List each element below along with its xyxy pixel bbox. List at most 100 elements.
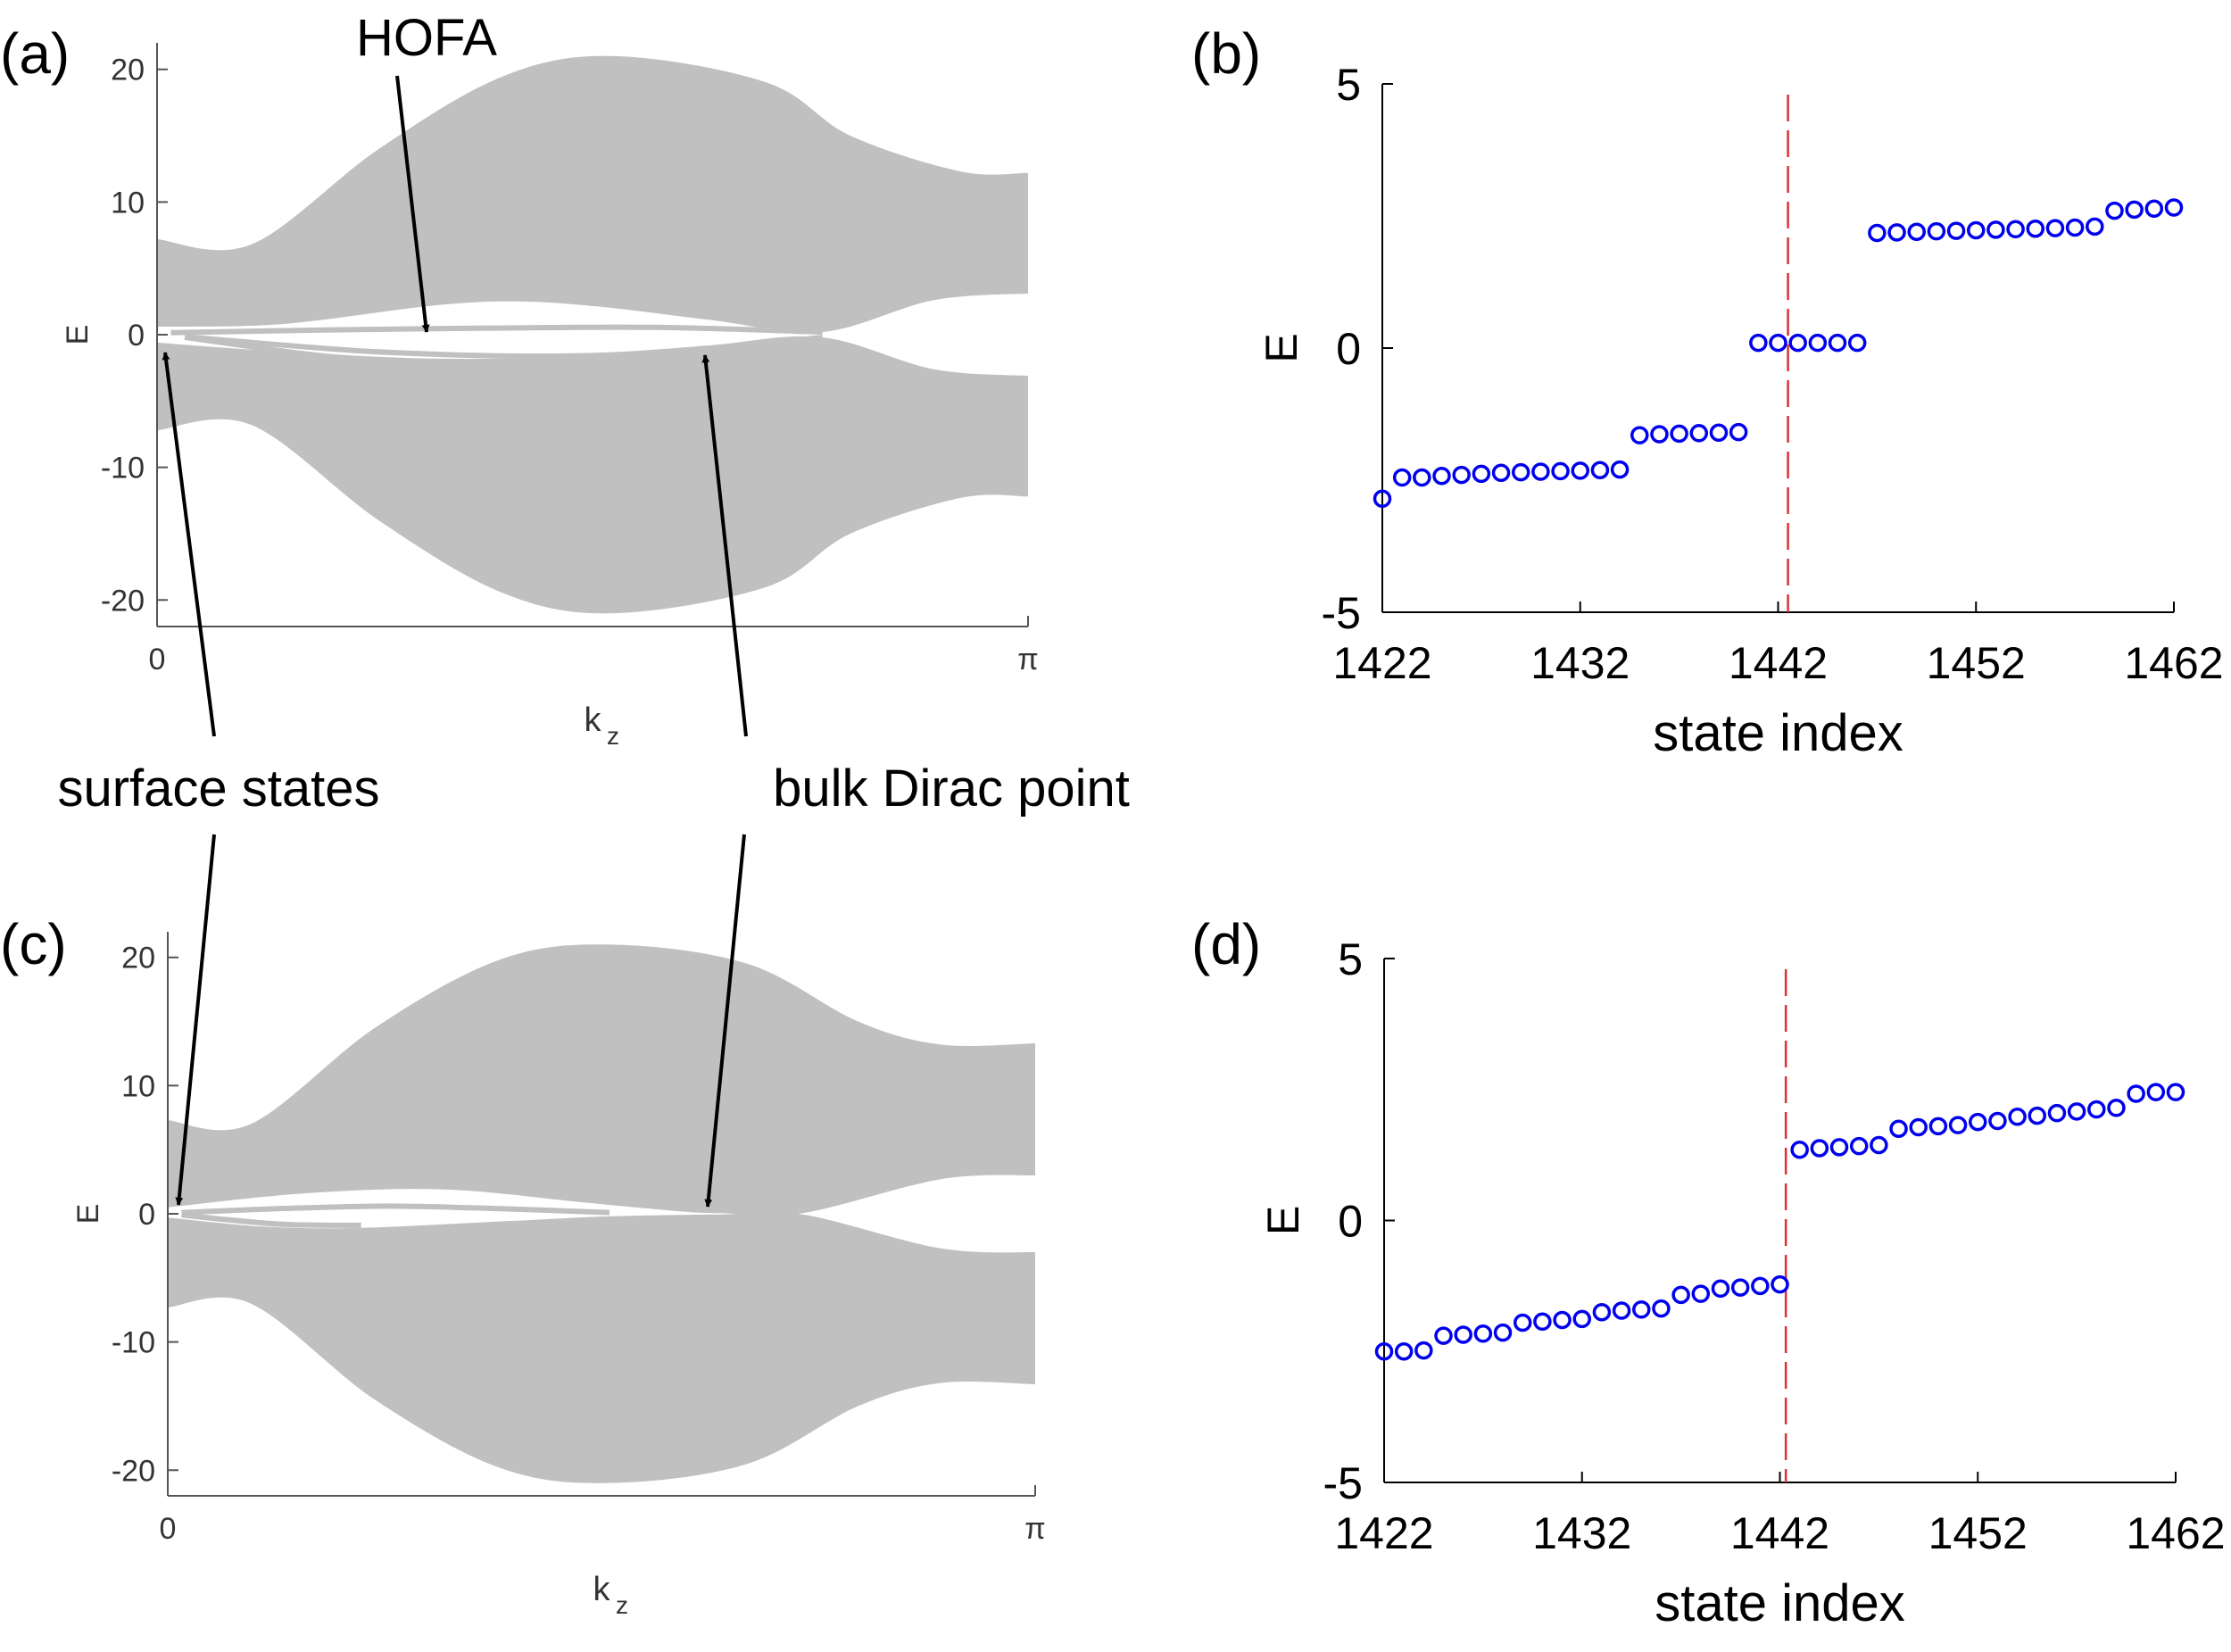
y-tick-label: -10 xyxy=(101,452,145,486)
data-point xyxy=(1590,461,1610,480)
data-point xyxy=(1769,333,1787,353)
upper-bulk-band xyxy=(168,944,1035,1216)
x-tick-label: 1452 xyxy=(1927,638,2026,688)
data-point xyxy=(1392,468,1412,487)
x-tick-label: 1432 xyxy=(1530,638,1630,688)
data-point xyxy=(1531,462,1550,481)
x-tick-label: 1452 xyxy=(1928,1508,2028,1558)
x-tick-label: 1422 xyxy=(1332,638,1431,688)
y-axis-label: E xyxy=(1256,333,1306,362)
data-point xyxy=(1413,468,1431,487)
data-point xyxy=(2006,220,2025,239)
data-point xyxy=(2164,198,2184,217)
y-tick-label: 20 xyxy=(121,942,155,975)
y-tick-label: -20 xyxy=(101,584,145,618)
y-tick-label: 5 xyxy=(1336,60,1361,110)
data-point xyxy=(1612,1301,1631,1320)
arrow-hofa xyxy=(395,75,430,333)
in-gap-state-curve-3 xyxy=(184,334,823,359)
data-point xyxy=(2144,199,2164,218)
data-point xyxy=(1711,1279,1730,1299)
lower-bulk-band xyxy=(157,336,1028,614)
data-point xyxy=(2125,200,2144,220)
y-tick-label: 10 xyxy=(121,1069,155,1103)
data-point xyxy=(1790,1141,1809,1159)
data-point xyxy=(1513,1313,1532,1332)
data-point xyxy=(1434,1326,1453,1345)
data-point xyxy=(1472,464,1491,484)
data-point xyxy=(1473,1324,1493,1343)
x-axis-label: k xyxy=(585,701,602,739)
data-point xyxy=(1454,1325,1472,1344)
data-point xyxy=(2127,1084,2145,1103)
annotation-surface-states: surface states xyxy=(57,760,379,818)
data-point xyxy=(1709,423,1729,442)
x-tick-label: 0 xyxy=(160,1512,177,1546)
data-point xyxy=(1432,467,1451,486)
data-point xyxy=(1808,333,1828,353)
data-point xyxy=(1847,333,1867,353)
data-point xyxy=(1632,1300,1651,1319)
data-point xyxy=(2146,1083,2166,1101)
y-tick-label: -20 xyxy=(112,1454,155,1488)
x-tick-label: 1462 xyxy=(2126,1508,2225,1558)
in-gap-state-curve-1 xyxy=(170,324,823,336)
data-point xyxy=(1907,222,1926,242)
data-point xyxy=(1986,220,2005,239)
data-point xyxy=(1571,461,1589,480)
x-axis-label: state index xyxy=(1653,704,1903,762)
y-tick-label: 0 xyxy=(128,319,145,353)
data-point xyxy=(1909,1117,1928,1137)
data-point xyxy=(2065,218,2085,237)
data-point xyxy=(2086,217,2104,237)
data-point xyxy=(1491,463,1511,482)
y-tick-label: 5 xyxy=(1338,934,1363,984)
data-point xyxy=(1749,333,1768,353)
y-tick-label: 0 xyxy=(1336,324,1361,374)
data-point xyxy=(1610,460,1630,479)
y-axis-label: E xyxy=(1258,1206,1308,1235)
data-point xyxy=(1729,422,1748,442)
x-axis-label: k xyxy=(593,1571,611,1608)
data-point xyxy=(1394,1342,1414,1361)
data-point xyxy=(2008,1108,2027,1126)
data-point xyxy=(1751,1276,1770,1296)
data-point xyxy=(1788,333,1807,353)
data-point xyxy=(2045,219,2065,237)
data-point xyxy=(2028,1106,2047,1125)
annotation-bulk-dirac-point: bulk Dirac point xyxy=(773,760,1130,818)
data-point xyxy=(2067,1102,2086,1121)
data-point xyxy=(1730,1278,1750,1297)
data-point xyxy=(1670,424,1688,444)
x-tick-label: 1432 xyxy=(1532,1508,1631,1558)
data-point xyxy=(1689,424,1709,443)
data-point xyxy=(1868,223,1887,243)
y-axis-label: E xyxy=(71,1204,105,1224)
data-point xyxy=(1650,425,1669,444)
data-point xyxy=(1592,1302,1612,1322)
data-point xyxy=(1652,1299,1671,1318)
data-point xyxy=(1927,221,1946,241)
panel-label-b: (b) xyxy=(1191,21,1261,86)
x-axis-label-subscript: z xyxy=(607,722,619,750)
panel-label-c: (c) xyxy=(0,912,67,976)
data-point xyxy=(1829,1138,1849,1157)
data-point xyxy=(1414,1341,1433,1360)
y-tick-label: -5 xyxy=(1323,1458,1363,1508)
data-point xyxy=(2087,1100,2106,1119)
upper-bulk-band xyxy=(157,55,1028,333)
data-point xyxy=(1887,223,1906,242)
x-tick-label: π xyxy=(1017,643,1038,677)
y-tick-label: 0 xyxy=(138,1198,155,1232)
annotation-hofa: HOFA xyxy=(356,9,497,67)
y-tick-label: 20 xyxy=(111,54,145,87)
data-point xyxy=(1988,1111,2007,1131)
data-point xyxy=(1849,1136,1869,1156)
data-point xyxy=(1630,426,1649,444)
data-point xyxy=(2026,219,2045,238)
panel-label-d: (d) xyxy=(1191,912,1261,976)
